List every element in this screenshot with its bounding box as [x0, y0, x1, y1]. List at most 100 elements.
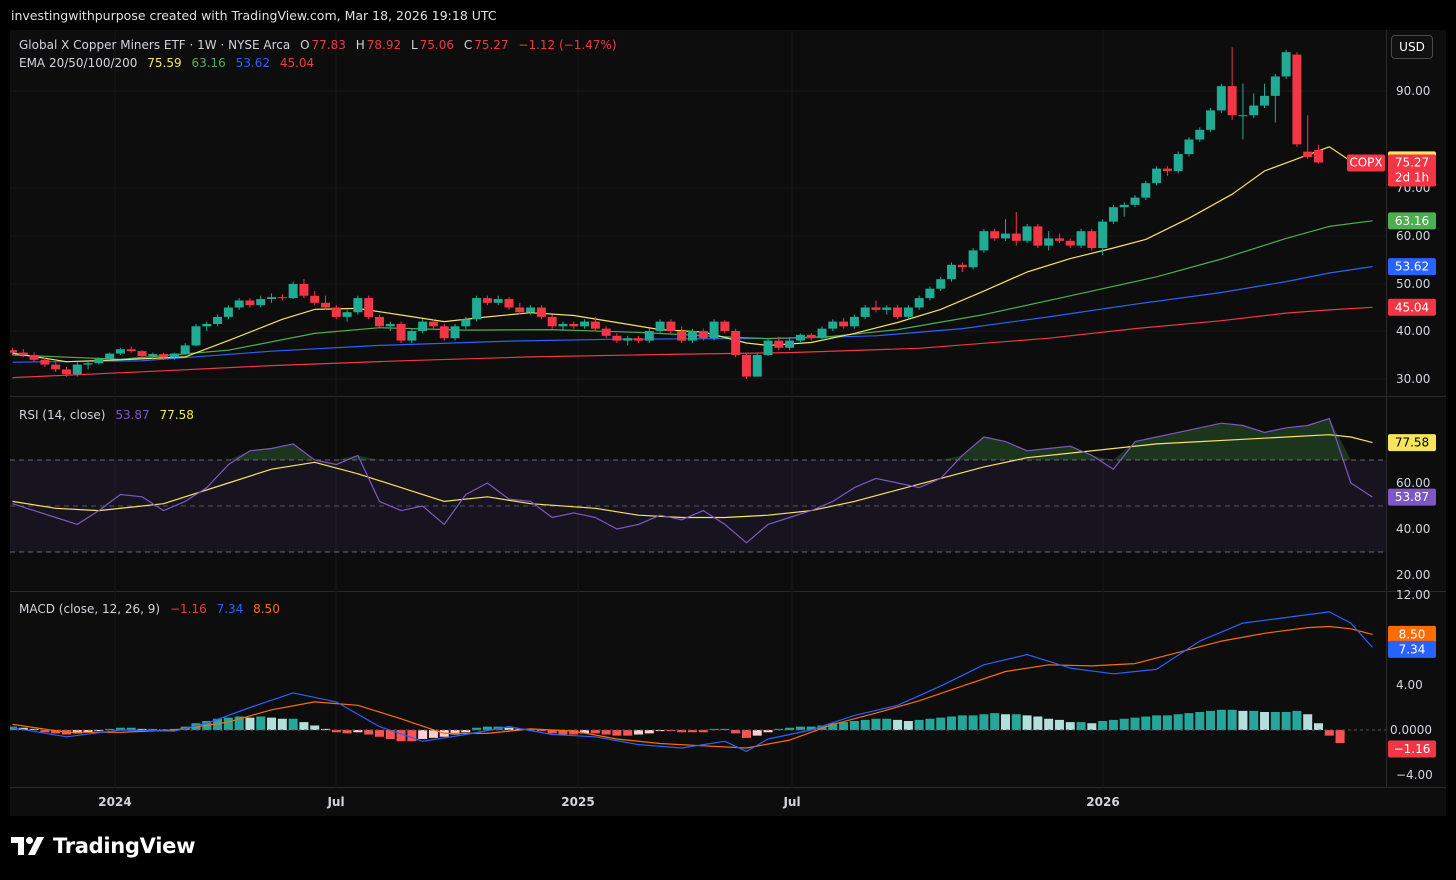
candle-body [461, 319, 471, 327]
candle-body [191, 326, 201, 346]
macd-histogram-bar [1335, 730, 1345, 744]
macd-histogram-bar [1054, 719, 1064, 730]
rsi-ma-price-label-bg [1388, 434, 1436, 452]
macd-histogram-bar [1119, 718, 1129, 730]
chart-frame[interactable]: 30.00 40.00 50.00 60.00 70.00 90.00 20.00 40.00… [10, 30, 1446, 816]
candle-body [407, 331, 417, 341]
chart-canvas[interactable]: 30.0040.0050.0060.0070.0090.0020.0040.00… [10, 30, 1446, 816]
macd-histogram-bar [342, 730, 352, 734]
macd-histogram-bar [1022, 715, 1032, 730]
candle-body [731, 331, 741, 355]
macd-histogram-bar [580, 730, 590, 734]
candle-body [126, 349, 136, 352]
macd-histogram-bar [731, 730, 741, 734]
macd-label[interactable]: MACD (close, 12, 26, 9) [19, 602, 161, 616]
macd-histogram-bar [331, 730, 341, 733]
rsi-overbought-fill [12, 418, 1373, 460]
price-axis-tick: 40.00 [1396, 324, 1430, 338]
candle-body [439, 326, 449, 339]
macd-histogram-bar [482, 726, 492, 730]
candle-body [795, 334, 805, 341]
macd-histogram-bar [806, 726, 816, 730]
brand-name: TradingView [53, 834, 196, 858]
macd-histogram-bar [105, 728, 115, 730]
candle-body [234, 300, 244, 308]
candle-body [590, 321, 600, 329]
macd-histogram-bar [947, 716, 957, 730]
macd-histogram-bar [1216, 709, 1226, 730]
candle-body [893, 307, 903, 317]
candle-body [860, 307, 870, 317]
macd-axis-tick: 4.00 [1396, 678, 1423, 692]
currency-button[interactable]: USD [1391, 35, 1433, 59]
candle-body [1227, 86, 1237, 116]
macd-signal-price-label: 8.50 [1399, 627, 1426, 641]
macd-histogram-bar [288, 718, 298, 730]
macd-histogram-bar [245, 717, 255, 730]
candle-body [1206, 110, 1216, 130]
time-axis-tick: 2025 [561, 795, 594, 809]
ema-label[interactable]: EMA 20/50/100/200 [19, 56, 138, 70]
candle-body [968, 250, 978, 268]
macd-histogram-bar [634, 730, 644, 735]
symbol-title[interactable]: Global X Copper Miners ETF · 1W · NYSE A… [19, 38, 291, 52]
candle-body [256, 299, 266, 306]
candle-body [763, 340, 773, 355]
candle-body [1238, 115, 1248, 117]
macd-histogram-bar [385, 730, 395, 739]
candle-body [72, 364, 82, 375]
macd-histogram-bar [213, 718, 223, 730]
candle-body [267, 297, 277, 300]
macd-histogram-bar [612, 730, 622, 736]
candle-body [936, 279, 946, 289]
candle-body [558, 323, 568, 327]
candle-body [299, 284, 309, 296]
candle-body [61, 369, 71, 375]
macd-histogram-bar [18, 727, 28, 730]
rsi-line [12, 418, 1373, 544]
footer-brand[interactable]: TradingView [11, 834, 195, 858]
candle-body [1249, 105, 1259, 116]
candle-body [666, 321, 676, 331]
macd-histogram-bar [115, 727, 125, 730]
candle-body [515, 307, 525, 313]
candle-body [1260, 95, 1270, 106]
candle-body [849, 316, 859, 327]
candle-body [396, 323, 406, 341]
candle-body [785, 340, 795, 348]
macd-histogram-bar [763, 730, 773, 733]
candle-body [1270, 76, 1280, 96]
candle-body [105, 353, 115, 359]
macd-histogram-bar [979, 714, 989, 730]
macd-histogram-bar [1249, 710, 1259, 730]
candle-body [1195, 129, 1205, 140]
countdown-label: 2d 1h [1395, 170, 1429, 184]
ema200-price-label-bg [1388, 298, 1436, 316]
macd-histogram-bar [990, 713, 1000, 730]
candle-body [655, 321, 665, 331]
high-label: H [355, 38, 365, 52]
macd-histogram-bar [1152, 715, 1162, 730]
candle-body [482, 298, 492, 303]
macd-histogram-bar [1314, 723, 1323, 730]
macd-histogram-bar [51, 730, 61, 734]
macd-histogram-bar [428, 730, 438, 738]
candle-body [418, 321, 428, 331]
rsi-ma-price-label: 77.58 [1395, 436, 1429, 450]
macd-histogram-bar [1206, 710, 1216, 730]
candle-body [202, 323, 212, 327]
macd-histogram-bar [72, 730, 82, 734]
candle-body [839, 321, 849, 327]
candle-body [1065, 240, 1075, 246]
gridlines [10, 30, 1386, 788]
candle-body [828, 321, 838, 329]
macd-histogram-bar [741, 730, 751, 738]
low-value: 75.06 [419, 38, 454, 52]
candle-body [223, 307, 233, 317]
macd-histogram-bar [1098, 721, 1108, 730]
macd-histogram-bar [666, 730, 676, 732]
macd-hist-value: −1.16 [169, 602, 207, 616]
macd-histogram-bar [137, 728, 147, 730]
high-value: 78.92 [366, 38, 402, 52]
rsi-label[interactable]: RSI (14, close) [19, 408, 106, 422]
